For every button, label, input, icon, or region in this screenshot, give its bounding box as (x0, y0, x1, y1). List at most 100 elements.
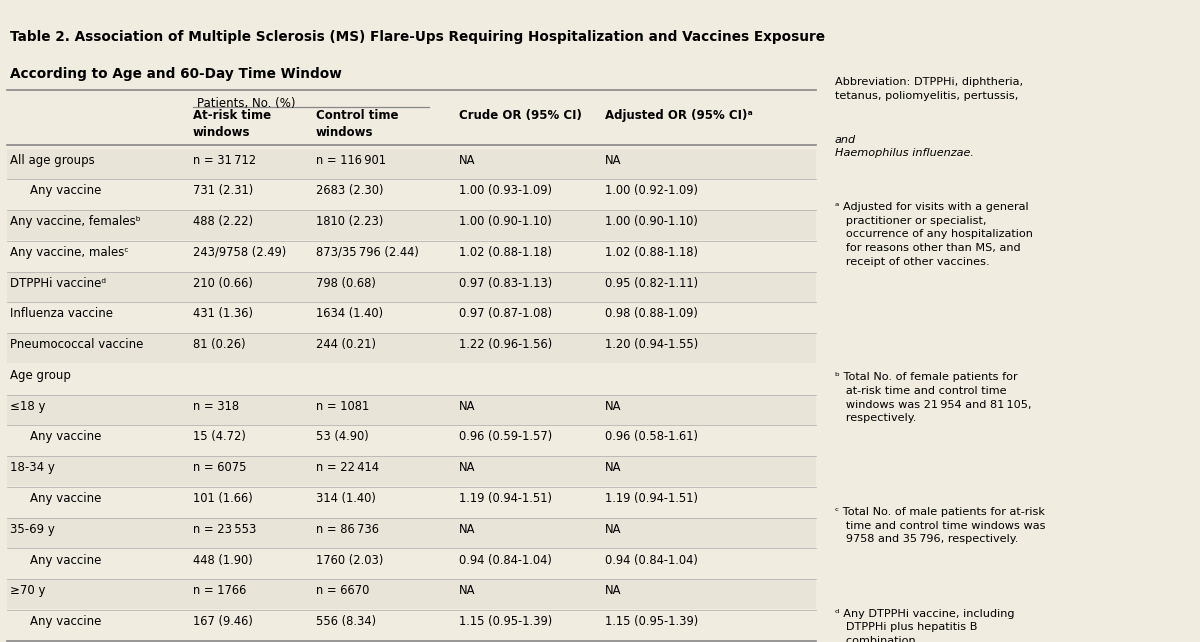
Text: Abbreviation: DTPPHi, diphtheria,
tetanus, poliomyelitis, pertussis,: Abbreviation: DTPPHi, diphtheria, tetanu… (834, 77, 1022, 101)
Text: 0.97 (0.83-1.13): 0.97 (0.83-1.13) (458, 277, 552, 290)
Text: 488 (2.22): 488 (2.22) (193, 215, 253, 228)
Text: Patients, No. (%): Patients, No. (%) (197, 96, 295, 110)
Bar (6, 487, 816, 517)
Text: NA: NA (605, 523, 622, 536)
Text: 1.20 (0.94-1.55): 1.20 (0.94-1.55) (605, 338, 698, 351)
Text: All age groups: All age groups (10, 153, 95, 166)
Text: 0.96 (0.58-1.61): 0.96 (0.58-1.61) (605, 431, 698, 444)
Text: NA: NA (605, 153, 622, 166)
Bar (6, 148, 816, 178)
Text: Any vaccine, femalesᵇ: Any vaccine, femalesᵇ (10, 215, 140, 228)
Text: NA: NA (605, 584, 622, 597)
Text: 35-69 y: 35-69 y (10, 523, 55, 536)
Text: DTPPHi vaccineᵈ: DTPPHi vaccineᵈ (10, 277, 106, 290)
Text: n = 22 414: n = 22 414 (316, 461, 378, 474)
Text: 1.02 (0.88-1.18): 1.02 (0.88-1.18) (458, 246, 552, 259)
Text: 1.00 (0.90-1.10): 1.00 (0.90-1.10) (458, 215, 552, 228)
Text: According to Age and 60-Day Time Window: According to Age and 60-Day Time Window (10, 67, 342, 81)
Text: n = 1766: n = 1766 (193, 584, 246, 597)
Text: ᵃ Adjusted for visits with a general
   practitioner or specialist,
   occurrenc: ᵃ Adjusted for visits with a general pra… (834, 202, 1032, 266)
Text: NA: NA (458, 584, 475, 597)
Bar (6, 364, 816, 394)
Bar (6, 210, 816, 240)
Text: 1.15 (0.95-1.39): 1.15 (0.95-1.39) (458, 615, 552, 628)
Bar (6, 395, 816, 425)
Text: NA: NA (458, 523, 475, 536)
Text: 431 (1.36): 431 (1.36) (193, 308, 253, 320)
Text: 1.00 (0.93-1.09): 1.00 (0.93-1.09) (458, 184, 552, 197)
Text: n = 23 553: n = 23 553 (193, 523, 256, 536)
Text: ᶜ Total No. of male patients for at-risk
   time and control time windows was
  : ᶜ Total No. of male patients for at-risk… (834, 507, 1045, 544)
Text: 210 (0.66): 210 (0.66) (193, 277, 252, 290)
Text: n = 116 901: n = 116 901 (316, 153, 385, 166)
Text: 1.22 (0.96-1.56): 1.22 (0.96-1.56) (458, 338, 552, 351)
Bar (6, 517, 816, 548)
Text: At-risk time
windows: At-risk time windows (193, 109, 271, 139)
Text: Adjusted OR (95% CI)ᵃ: Adjusted OR (95% CI)ᵃ (605, 109, 752, 122)
Text: 1.02 (0.88-1.18): 1.02 (0.88-1.18) (605, 246, 698, 259)
Text: 0.95 (0.82-1.11): 0.95 (0.82-1.11) (605, 277, 698, 290)
Text: 1.15 (0.95-1.39): 1.15 (0.95-1.39) (605, 615, 698, 628)
Text: Age group: Age group (10, 369, 71, 382)
Text: 2683 (2.30): 2683 (2.30) (316, 184, 383, 197)
Text: Crude OR (95% CI): Crude OR (95% CI) (458, 109, 582, 122)
Text: ≥70 y: ≥70 y (10, 584, 46, 597)
Text: 1760 (2.03): 1760 (2.03) (316, 553, 383, 566)
Text: Control time
windows: Control time windows (316, 109, 398, 139)
Bar (6, 548, 816, 578)
Text: 0.97 (0.87-1.08): 0.97 (0.87-1.08) (458, 308, 552, 320)
Text: NA: NA (458, 461, 475, 474)
Text: Any vaccine: Any vaccine (30, 431, 102, 444)
Text: 1.00 (0.92-1.09): 1.00 (0.92-1.09) (605, 184, 698, 197)
Bar (6, 272, 816, 302)
Bar (6, 333, 816, 363)
Text: 448 (1.90): 448 (1.90) (193, 553, 252, 566)
Text: 1.19 (0.94-1.51): 1.19 (0.94-1.51) (605, 492, 698, 505)
Bar (6, 302, 816, 333)
Text: ᵈ Any DTPPHi vaccine, including
   DTPPHi plus hepatitis B
   combination.: ᵈ Any DTPPHi vaccine, including DTPPHi p… (834, 609, 1014, 642)
Text: 101 (1.66): 101 (1.66) (193, 492, 252, 505)
Text: 1810 (2.23): 1810 (2.23) (316, 215, 383, 228)
Text: 0.94 (0.84-1.04): 0.94 (0.84-1.04) (458, 553, 552, 566)
Text: 0.98 (0.88-1.09): 0.98 (0.88-1.09) (605, 308, 697, 320)
Text: n = 31 712: n = 31 712 (193, 153, 256, 166)
Bar (6, 610, 816, 640)
Text: Influenza vaccine: Influenza vaccine (10, 308, 113, 320)
Text: 731 (2.31): 731 (2.31) (193, 184, 253, 197)
Text: NA: NA (458, 400, 475, 413)
Text: 244 (0.21): 244 (0.21) (316, 338, 376, 351)
Text: Any vaccine: Any vaccine (30, 184, 102, 197)
Text: 798 (0.68): 798 (0.68) (316, 277, 376, 290)
Text: NA: NA (605, 400, 622, 413)
Text: 15 (4.72): 15 (4.72) (193, 431, 246, 444)
Text: 314 (1.40): 314 (1.40) (316, 492, 376, 505)
Text: 1.19 (0.94-1.51): 1.19 (0.94-1.51) (458, 492, 552, 505)
Text: 167 (9.46): 167 (9.46) (193, 615, 252, 628)
Text: n = 86 736: n = 86 736 (316, 523, 378, 536)
Text: n = 318: n = 318 (193, 400, 239, 413)
Text: 1634 (1.40): 1634 (1.40) (316, 308, 383, 320)
Text: NA: NA (458, 153, 475, 166)
Text: 0.96 (0.59-1.57): 0.96 (0.59-1.57) (458, 431, 552, 444)
Bar (6, 241, 816, 271)
Bar (6, 579, 816, 609)
Bar (6, 456, 816, 486)
Text: Pneumococcal vaccine: Pneumococcal vaccine (10, 338, 143, 351)
Text: Any vaccine: Any vaccine (30, 615, 102, 628)
Text: Any vaccine: Any vaccine (30, 553, 102, 566)
Text: n = 6075: n = 6075 (193, 461, 246, 474)
Text: 81 (0.26): 81 (0.26) (193, 338, 245, 351)
Text: ≤18 y: ≤18 y (10, 400, 46, 413)
Text: 556 (8.34): 556 (8.34) (316, 615, 376, 628)
Bar (6, 426, 816, 456)
Bar (6, 179, 816, 209)
Text: 53 (4.90): 53 (4.90) (316, 431, 368, 444)
Text: 18-34 y: 18-34 y (10, 461, 55, 474)
Text: ᵇ Total No. of female patients for
   at-risk time and control time
   windows w: ᵇ Total No. of female patients for at-ri… (834, 372, 1031, 423)
Text: Table 2. Association of Multiple Sclerosis (MS) Flare-Ups Requiring Hospitalizat: Table 2. Association of Multiple Scleros… (10, 30, 824, 44)
Text: Any vaccine, malesᶜ: Any vaccine, malesᶜ (10, 246, 128, 259)
Text: 1.00 (0.90-1.10): 1.00 (0.90-1.10) (605, 215, 697, 228)
Text: 0.94 (0.84-1.04): 0.94 (0.84-1.04) (605, 553, 697, 566)
Text: 243/9758 (2.49): 243/9758 (2.49) (193, 246, 286, 259)
Text: Any vaccine: Any vaccine (30, 492, 102, 505)
